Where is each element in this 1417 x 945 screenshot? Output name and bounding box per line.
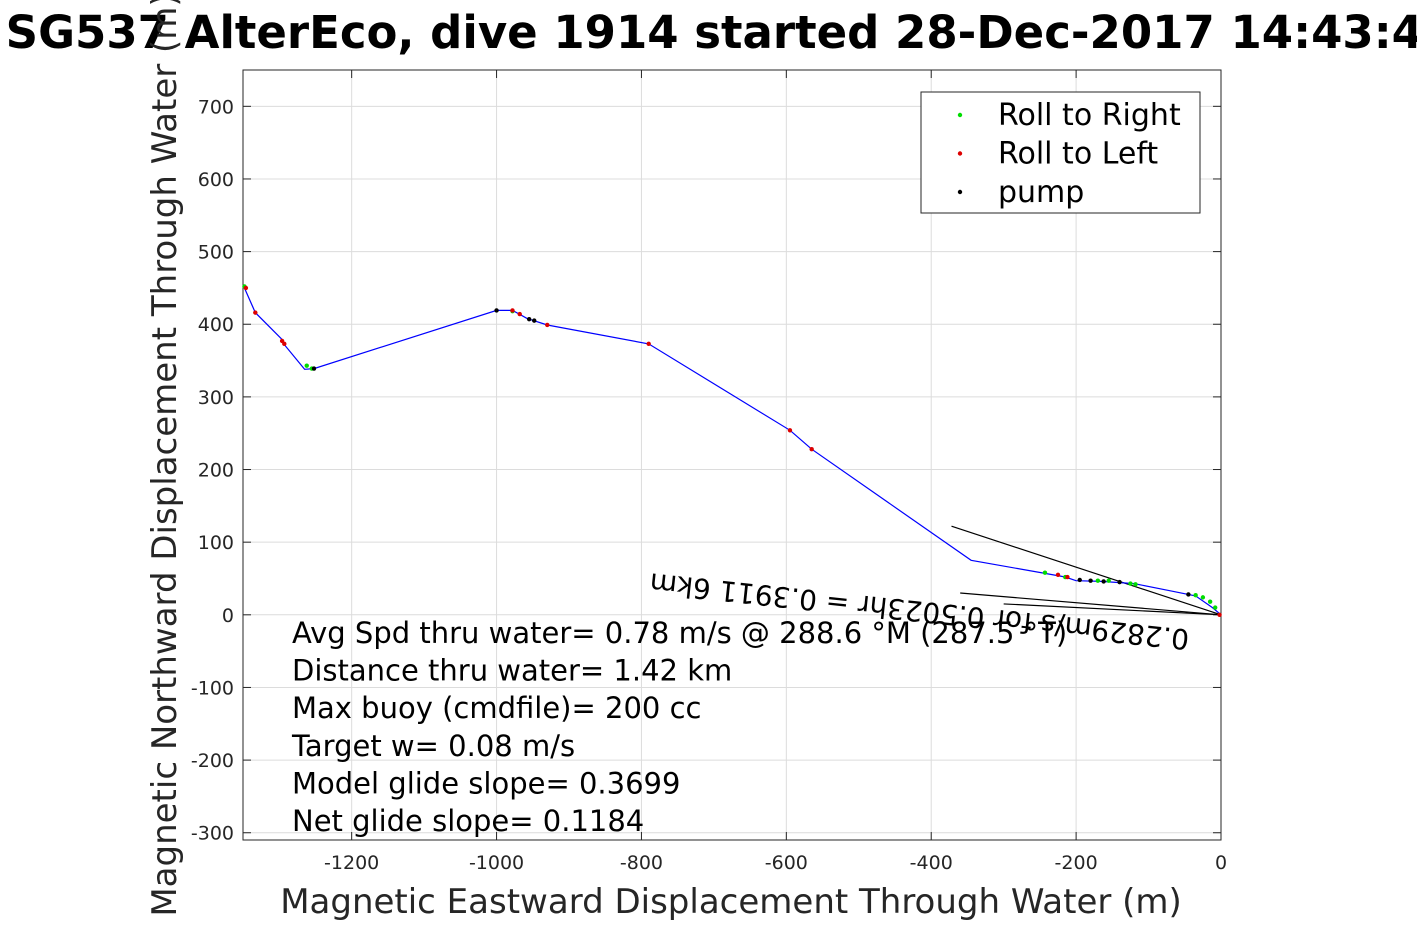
series-point	[1077, 577, 1082, 583]
annotation-line: Net glide slope= 0.1184	[292, 804, 644, 838]
annotation-line: Distance thru water= 1.42 km	[292, 654, 732, 688]
y-axis-label: Magnetic Northward Displacement Through …	[145, 0, 185, 917]
series-point	[1128, 581, 1133, 586]
series-point	[1217, 612, 1222, 618]
series-point	[1133, 582, 1138, 587]
y-tick-label: 500	[198, 242, 234, 264]
series-point	[510, 308, 515, 313]
series-point	[809, 446, 814, 452]
y-tick-label: 0	[222, 605, 234, 627]
series-point	[526, 316, 532, 322]
current-vector-lines	[951, 525, 1222, 616]
series-point	[243, 285, 249, 291]
series-point	[1088, 578, 1093, 583]
x-tick-label: -400	[910, 852, 953, 874]
y-tick-label: 300	[198, 387, 234, 409]
y-tick-label: -300	[191, 823, 234, 845]
roll-pump-points	[242, 284, 1222, 618]
axes-box	[242, 69, 1222, 841]
y-tick-label: 400	[198, 314, 234, 336]
series-point	[1207, 599, 1213, 604]
legend-entry: Roll to Right	[998, 98, 1181, 133]
series-point	[1042, 570, 1048, 575]
annotation-line: Max buoy (cmdfile)= 200 cc	[292, 691, 701, 725]
legend-box	[920, 91, 1201, 214]
series-point	[311, 366, 317, 371]
x-axis-label: Magnetic Eastward Displacement Through W…	[280, 882, 1182, 922]
x-tick-label: 0	[1215, 852, 1227, 874]
legend-marker	[957, 151, 963, 156]
series-point	[1055, 572, 1061, 578]
current-vector-line	[951, 525, 1222, 616]
y-tick-label: 200	[198, 460, 234, 482]
series-point	[304, 363, 309, 368]
series-point	[646, 341, 651, 347]
series-point	[1213, 605, 1218, 610]
y-tick-label: -200	[191, 750, 234, 772]
chart-title: SG537 AlterEco, dive 1914 started 28-Dec…	[6, 6, 1417, 59]
x-tick-label: -1200	[324, 852, 379, 874]
annotation-line: Avg Spd thru water= 0.78 m/s @ 288.6 °M …	[292, 616, 1067, 650]
series-point	[532, 318, 537, 323]
x-tick-label: -200	[1055, 852, 1098, 874]
series-point	[1101, 579, 1106, 584]
series-point	[545, 322, 550, 328]
axis-ticks: -1200 -1000 -800 -600 -400 -200 07006005004003…	[191, 70, 1227, 874]
y-tick-label: 600	[198, 169, 234, 191]
dive-summary-annotations: Avg Spd thru water= 0.78 m/s @ 288.6 °M …	[291, 616, 1067, 838]
y-tick-label: 700	[198, 96, 234, 118]
series-point	[1193, 592, 1198, 598]
x-tick-label: -800	[620, 852, 663, 874]
series-point	[1186, 592, 1191, 597]
series-point	[253, 310, 258, 315]
legend-marker	[957, 112, 963, 118]
annotation-line: Model glide slope= 0.3699	[292, 766, 680, 800]
x-tick-label: -600	[765, 852, 808, 874]
y-tick-label: -100	[191, 677, 234, 699]
series-point	[787, 428, 793, 433]
series-point	[494, 308, 499, 313]
series-point	[1095, 578, 1101, 583]
current-vector-line	[1003, 603, 1222, 616]
legend-entry: Roll to Left	[998, 137, 1158, 172]
series-point	[1200, 595, 1206, 600]
series-point	[282, 341, 287, 347]
series-point	[1117, 579, 1122, 585]
series-point	[1065, 574, 1070, 580]
legend-marker	[957, 189, 963, 195]
y-tick-label: 100	[198, 532, 234, 554]
legend-entry: pump	[998, 175, 1084, 210]
annotation-line: Target w= 0.08 m/s	[291, 729, 575, 763]
current-vector-line	[960, 592, 1222, 616]
series-point	[517, 311, 522, 317]
x-tick-label: -1000	[469, 852, 524, 874]
series-point	[1106, 578, 1111, 583]
dive-track-line	[243, 287, 1222, 616]
